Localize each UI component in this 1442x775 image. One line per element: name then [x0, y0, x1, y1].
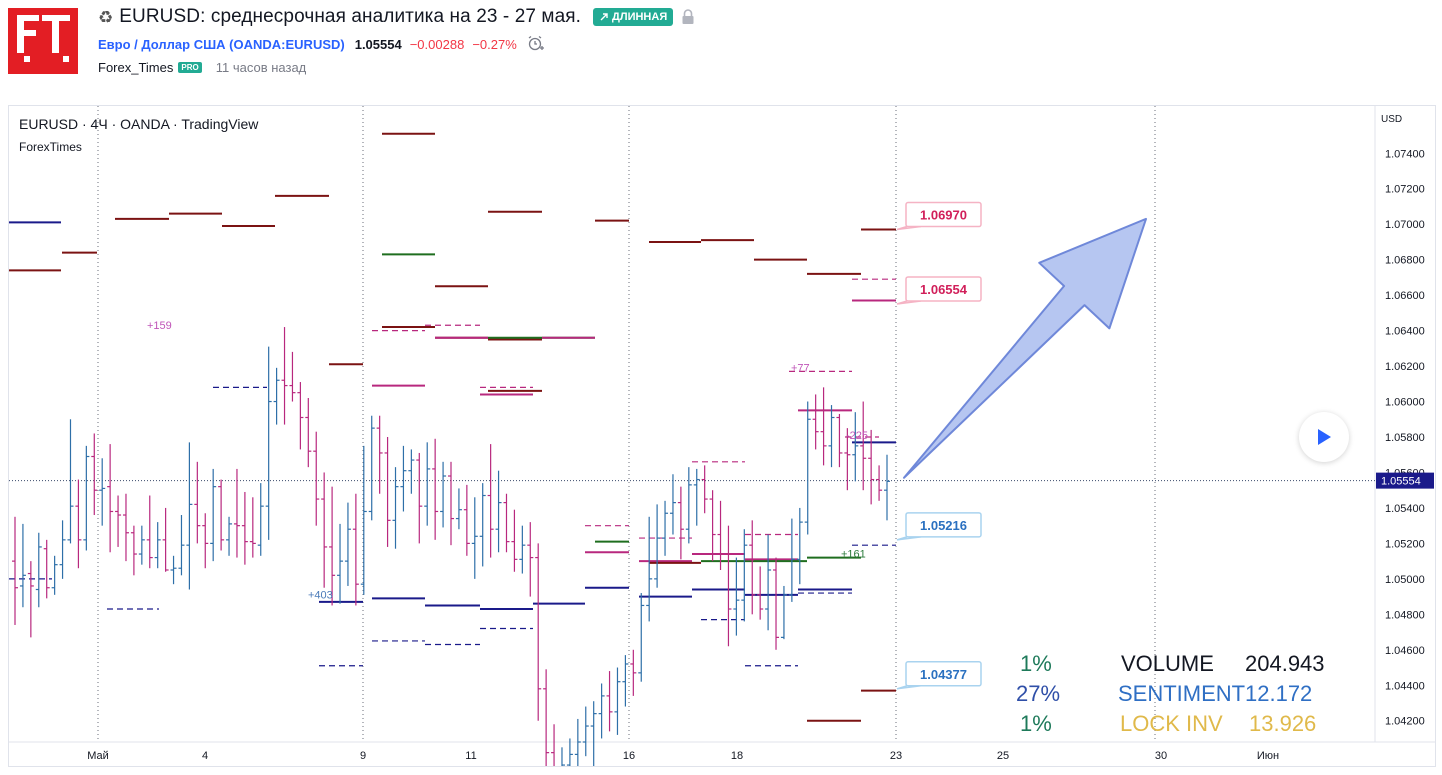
forex-times-logo[interactable] — [8, 8, 78, 74]
sentiment-label: SENTIMENT — [1118, 681, 1246, 706]
price-tick-label: 1.04400 — [1385, 680, 1425, 692]
volume-pct: 1% — [1020, 651, 1052, 676]
symbol-price: 1.05554 — [354, 36, 402, 52]
price-callout — [905, 512, 982, 538]
sentiment-pct: 27% — [1016, 681, 1061, 706]
price-tick-label: 1.04200 — [1385, 716, 1425, 728]
badge-label: ДЛИННАЯ — [612, 11, 668, 23]
symbol-change: −0.00288 — [409, 36, 465, 52]
time-tick-label: Май — [87, 750, 109, 762]
long-badge: ДЛИННАЯ — [593, 8, 674, 26]
price-callout-label: 1.06970 — [920, 208, 967, 223]
forecast-arrow[interactable] — [903, 217, 1147, 479]
lock-label: LOCK INV — [1120, 711, 1223, 736]
price-axis-title: USD — [1381, 114, 1402, 125]
lock-icon — [682, 9, 694, 24]
price-callout-label: 1.05216 — [920, 518, 967, 533]
last-price-box — [1376, 472, 1434, 489]
lock-pct: 1% — [1020, 711, 1052, 736]
author-name[interactable]: Forex_Times — [98, 59, 174, 75]
price-tick-label: 1.05800 — [1385, 432, 1425, 444]
alarm-clock-icon[interactable] — [527, 35, 545, 53]
level-annotation: +159 — [147, 320, 172, 332]
price-tick-label: 1.07200 — [1385, 184, 1425, 196]
pro-badge: PRO — [178, 61, 202, 73]
published-time: 11 часов назад — [215, 59, 307, 75]
price-tick-label: 1.05200 — [1385, 538, 1425, 550]
level-annotation: +403 — [308, 589, 333, 601]
chart-subtitle: ForexTimes — [19, 140, 82, 154]
sentiment-value: 12.172 — [1245, 681, 1313, 706]
time-tick-label: 11 — [465, 750, 476, 762]
time-tick-label: 30 — [1155, 750, 1167, 762]
price-tick-label: 1.05000 — [1385, 574, 1425, 586]
time-tick-label: 18 — [731, 750, 743, 762]
chart-panel[interactable]: USD 1.07400 1.07200 1.07000 1.06800 1.06600 1.… — [8, 105, 1436, 767]
price-tick-label: 1.04600 — [1385, 645, 1425, 657]
price-callout — [905, 276, 982, 302]
time-tick-label: 4 — [202, 750, 208, 762]
play-icon — [1318, 429, 1331, 445]
symbol-link[interactable]: Евро / Доллар США (OANDA:EURUSD) — [98, 36, 345, 52]
price-callout — [905, 201, 982, 228]
price-tick-label: 1.07400 — [1385, 148, 1425, 160]
price-tick-label: 1.04800 — [1385, 609, 1425, 621]
time-tick-label: 25 — [997, 750, 1009, 762]
price-callout-label: 1.06554 — [920, 282, 968, 297]
time-tick-label: Июн — [1257, 750, 1279, 762]
idea-title: EURUSD: среднесрочная аналитика на 23 - … — [119, 6, 582, 27]
chart-title: EURUSD · 4Ч · OANDA · TradingView — [19, 116, 259, 132]
price-chart[interactable]: USD 1.07400 1.07200 1.07000 1.06800 1.06600 1.… — [9, 106, 1435, 766]
price-tick-label: 1.06200 — [1385, 361, 1425, 373]
volume-label: VOLUME — [1121, 651, 1214, 676]
price-callout — [905, 661, 982, 687]
price-tick-label: 1.06800 — [1385, 255, 1425, 267]
price-callout-label: 1.04377 — [920, 667, 967, 682]
price-tick-label: 1.06600 — [1385, 290, 1425, 302]
time-tick-label: 9 — [360, 750, 366, 762]
price-tick-label: 1.07000 — [1385, 219, 1425, 231]
level-annotation: +77 — [791, 362, 810, 374]
level-annotation: -225 — [846, 430, 868, 442]
volume-value: 204.943 — [1245, 651, 1325, 676]
arrow-up-right-icon — [600, 13, 608, 21]
time-tick-label: 23 — [890, 750, 902, 762]
symbol-change-pct: −0.27% — [472, 36, 517, 52]
recycle-icon: ♻ — [98, 7, 114, 27]
price-tick-label: 1.06000 — [1385, 397, 1425, 409]
level-annotation: +161 — [841, 549, 866, 561]
price-tick-label: 1.06400 — [1385, 326, 1425, 338]
price-tick-label: 1.05400 — [1385, 503, 1425, 515]
play-button[interactable] — [1299, 412, 1349, 462]
lock-value: 13.926 — [1249, 711, 1317, 736]
time-tick-label: 16 — [623, 750, 635, 762]
last-price-label: 1.05554 — [1381, 476, 1421, 488]
